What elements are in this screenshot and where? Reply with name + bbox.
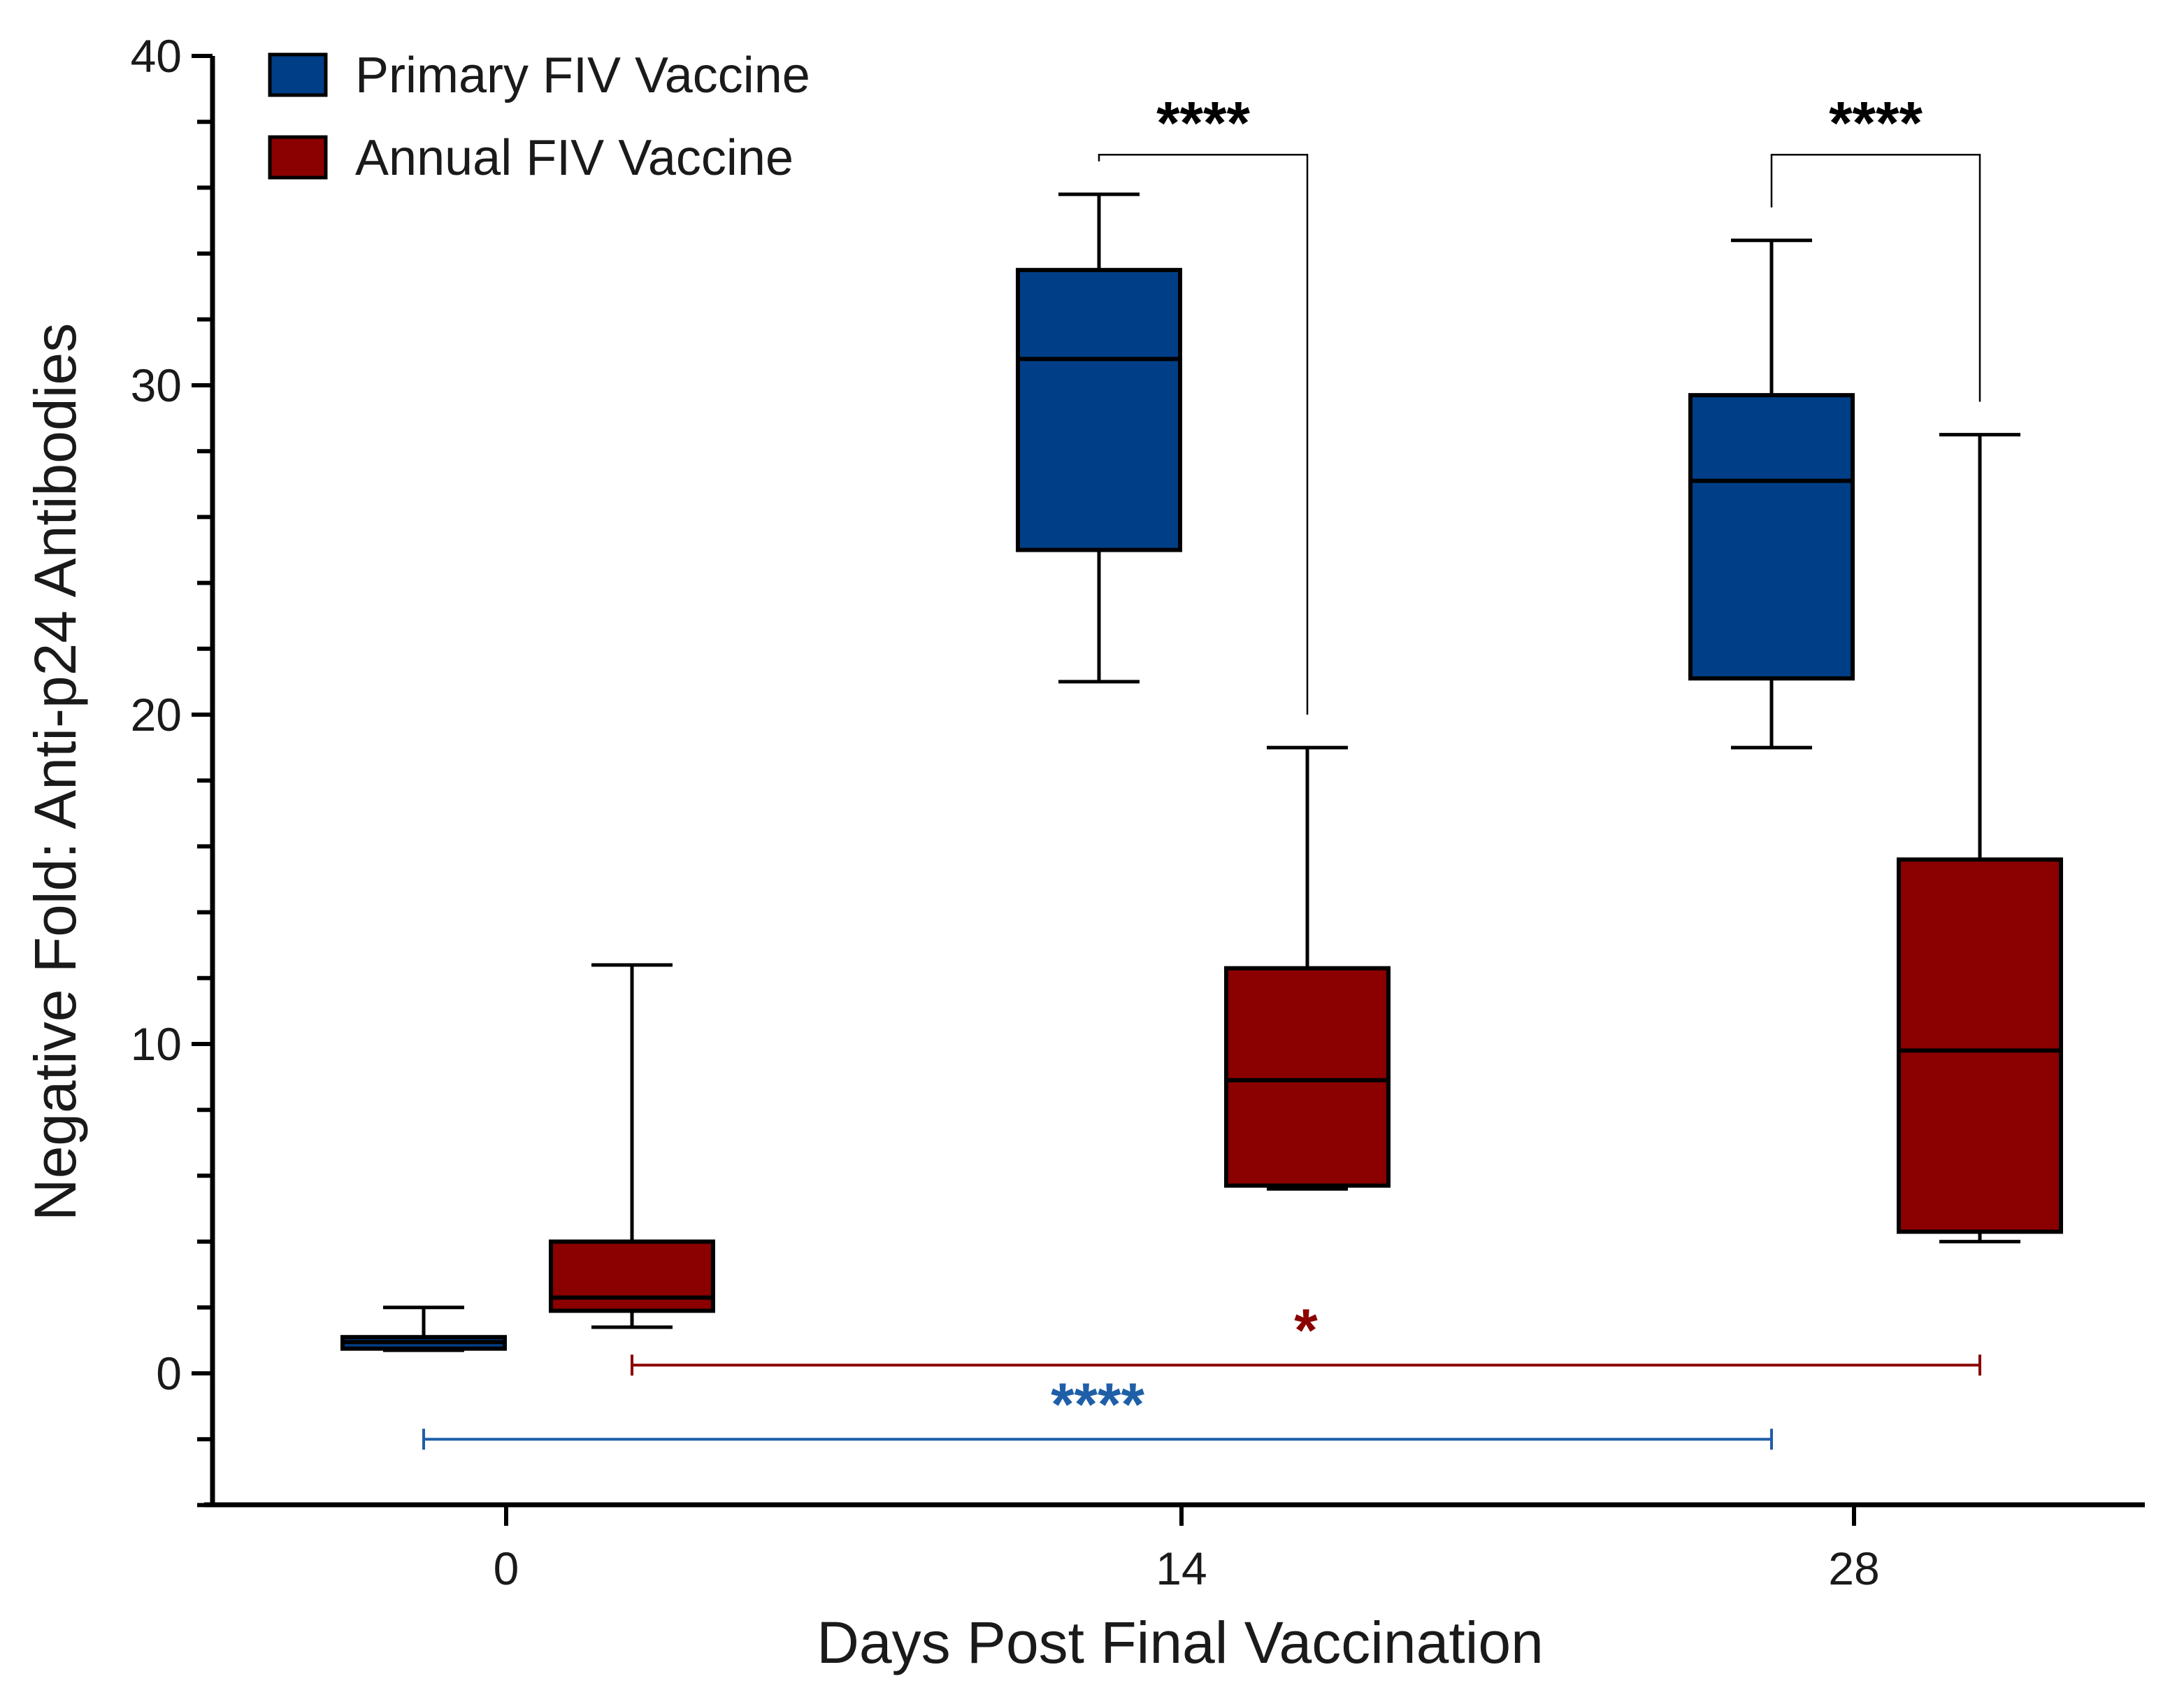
y-tick-label: 20 — [131, 689, 182, 741]
box-primary-day-0 — [340, 1306, 507, 1352]
significance-stars: * — [1294, 1297, 1318, 1364]
legend-item-primary: Primary FIV Vaccine — [268, 48, 810, 103]
significance-stars: **** — [1829, 90, 1923, 157]
y-tick-label: 30 — [131, 359, 182, 411]
x-tick-label: 28 — [1828, 1543, 1879, 1594]
iqr-box — [1224, 966, 1391, 1188]
legend-item-annual: Annual FIV Vaccine — [268, 130, 793, 186]
legend-swatch-primary — [268, 52, 328, 97]
significance-annotations: **** ********* — [422, 90, 1981, 1450]
iqr-box — [1688, 393, 1855, 681]
legend-label-annual: Annual FIV Vaccine — [355, 130, 793, 186]
box-annual-day-0 — [549, 963, 715, 1329]
y-tick-label: 0 — [156, 1347, 182, 1399]
legend-label-primary: Primary FIV Vaccine — [355, 48, 810, 103]
y-axis: 0 10 20 30 40 — [131, 30, 215, 1508]
bracket-line — [1098, 154, 1309, 715]
y-axis-title: Negative Fold: Anti-p24 Antibodies — [22, 323, 88, 1221]
x-axis-title: Days Post Final Vaccination — [817, 1610, 1544, 1675]
x-tick-label: 14 — [1156, 1543, 1207, 1594]
y-tick-label: 10 — [131, 1018, 182, 1070]
box-primary-day-14 — [1016, 192, 1182, 684]
box-primary-day-28 — [1688, 238, 1855, 750]
y-tick-label: 40 — [131, 30, 182, 82]
legend-swatch-annual — [268, 135, 328, 180]
iqr-box — [1016, 268, 1182, 552]
x-axis: 0 14 28 — [204, 1502, 2145, 1594]
pairwise-bracket-day-28: **** — [1770, 90, 1981, 402]
iqr-box — [549, 1239, 715, 1313]
box-series-group — [340, 192, 2063, 1352]
legend: Primary FIV Vaccine Annual FIV Vaccine — [268, 48, 810, 186]
box-annual-day-14 — [1224, 745, 1391, 1191]
x-tick-label: 0 — [494, 1543, 519, 1594]
significance-stars: **** — [1051, 1371, 1144, 1438]
range-bracket-annual: * — [631, 1297, 1981, 1376]
box-annual-day-28 — [1897, 433, 2063, 1244]
range-bracket-primary: **** — [422, 1371, 1773, 1450]
pairwise-bracket-day-14: **** — [1098, 90, 1309, 715]
significance-stars: **** — [1156, 90, 1250, 157]
bracket-line — [1770, 154, 1981, 402]
iqr-box — [1897, 857, 2063, 1234]
